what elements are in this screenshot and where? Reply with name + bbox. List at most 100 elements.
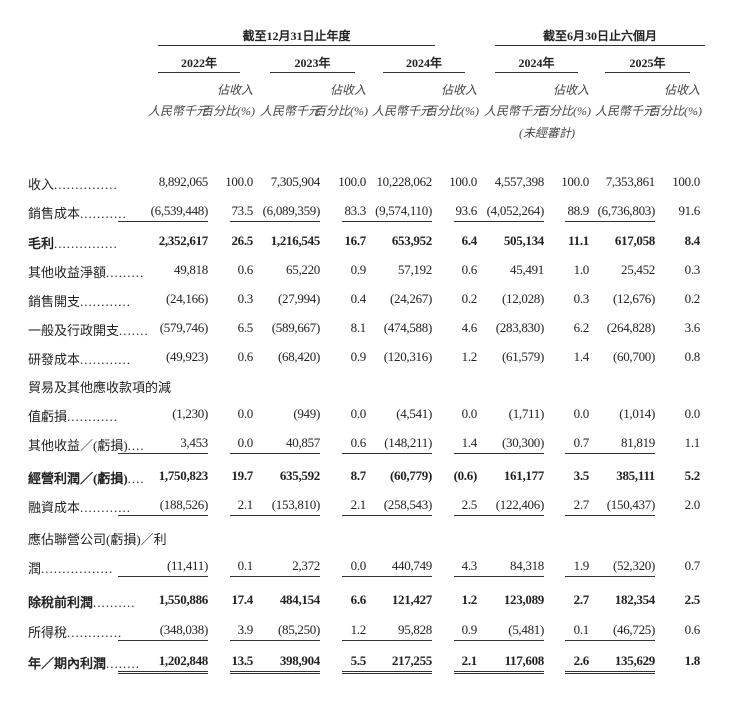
percentage-cell: 100.0 <box>449 174 477 189</box>
amount-cell: 1,202,848 <box>118 653 208 674</box>
table-row: 收入............... 8,892,065 100.0 7,305,904… <box>0 172 750 194</box>
amount-cell: (6,539,448) <box>118 203 208 222</box>
amount-cell: (258,543) <box>342 497 432 516</box>
percentage-cell: 6.2 <box>573 320 590 335</box>
amount-cell: 1,216,545 <box>270 233 321 248</box>
percentage-cell: 3.9 <box>237 622 254 637</box>
percentage-cell: 0.6 <box>350 435 367 450</box>
row-label: 年／期內利潤........ <box>28 653 140 672</box>
row-label-text: 除稅前利潤 <box>28 595 94 610</box>
percentage-cell: (0.6) <box>453 468 478 483</box>
table-row: 銷售開支............ (24,166) 0.3 (27,994) 0.4 (2… <box>0 289 750 311</box>
percentage-cell: 0.6 <box>237 349 254 364</box>
amount-cell: 385,111 <box>616 468 655 483</box>
amount-cell: (153,810) <box>230 497 320 516</box>
amount-cell: (474,588) <box>383 320 433 335</box>
percentage-cell: 0.6 <box>461 262 478 277</box>
percentage-cell: 93.6 <box>455 203 477 218</box>
amount-cell: 7,305,904 <box>270 174 321 189</box>
percentage-cell: 17.4 <box>231 592 253 607</box>
amount-cell: (30,300) <box>454 435 544 454</box>
percentage-cell: 2.1 <box>350 497 367 512</box>
percentage-cell: 2.1 <box>237 497 254 512</box>
percentage-cell: 1.9 <box>573 558 590 573</box>
amount-cell: (949) <box>293 406 320 421</box>
amount-cell: 182,354 <box>614 592 655 607</box>
amount-cell: (120,316) <box>383 349 433 364</box>
percentage-cell: 0.7 <box>684 558 701 573</box>
percentage-cell: 13.5 <box>231 653 253 668</box>
rmb-thousand-label: 人民幣千元 <box>594 104 655 118</box>
amount-cell: 95,828 <box>342 622 432 641</box>
amount-cell: (11,411) <box>118 558 208 577</box>
percentage-cell: 0.9 <box>350 349 367 364</box>
table-row: 其他收益淨額......... 49,818 0.6 65,220 0.9 57,192 0… <box>0 260 750 282</box>
row-label-line1: 貿易及其他應收款項的減 <box>28 380 172 395</box>
amount-cell: 2,352,617 <box>158 233 209 248</box>
leader-dots: ............ <box>67 409 119 424</box>
table-row: 銷售成本........... (6,539,448) 73.5 (6,089,359… <box>0 201 750 223</box>
amount-cell: 617,058 <box>614 233 655 248</box>
amount-cell: (46,725) <box>565 622 655 641</box>
interim-group-rule <box>495 45 705 46</box>
percentage-cell: 100.0 <box>672 174 700 189</box>
amount-cell: (1,711) <box>508 406 545 421</box>
amount-cell: 25,452 <box>621 262 655 277</box>
percentage-cell: 26.5 <box>231 233 253 248</box>
amount-cell: (148,211) <box>342 435 432 454</box>
amount-cell: 49,818 <box>174 262 208 277</box>
percentage-cell: 0.0 <box>573 406 590 421</box>
leader-dots: ............... <box>54 236 118 251</box>
amount-cell: (6,089,359) <box>230 203 320 222</box>
amount-cell: 217,255 <box>342 653 432 674</box>
percentage-label: 百分比(%) <box>314 104 368 118</box>
row-label-text: 值虧損 <box>28 409 68 424</box>
amount-cell: (61,579) <box>501 349 544 364</box>
amount-cell: (579,746) <box>159 320 209 335</box>
percentage-cell: 6.6 <box>350 592 367 607</box>
percentage-label: 百分比(%) <box>425 104 479 118</box>
percentage-cell: 11.1 <box>568 233 589 248</box>
period-rule <box>270 72 355 73</box>
percentage-cell: 4.3 <box>461 558 478 573</box>
row-label-text: 年／期內利潤 <box>28 656 107 671</box>
amount-cell: (264,828) <box>606 320 656 335</box>
period-rule <box>158 72 240 73</box>
leader-dots: ....... <box>119 323 149 338</box>
percentage-cell: 0.2 <box>461 291 478 306</box>
amount-cell: 2,372 <box>230 558 320 577</box>
table-row: 潤................. (11,411) 0.1 2,372 0.0 440… <box>0 556 750 578</box>
row-label-text: 融資成本 <box>28 500 81 515</box>
percentage-cell: 100.0 <box>225 174 253 189</box>
table-row: 融資成本............ (188,526) 2.1 (153,810) 2.1… <box>0 495 750 517</box>
amount-cell: (24,166) <box>165 291 208 306</box>
percentage-cell: 3.6 <box>684 320 701 335</box>
amount-cell: (27,994) <box>277 291 320 306</box>
percentage-cell: 8.7 <box>350 468 367 483</box>
amount-cell: (24,267) <box>389 291 432 306</box>
table-row: 其他收益／(虧損).... 3,453 0.0 40,857 0.6 (148,211) 1… <box>0 433 750 455</box>
table-row: 一般及行政開支....... (579,746) 6.5 (589,667) 8.1 (4… <box>0 318 750 340</box>
amount-cell: 161,177 <box>503 468 544 483</box>
percentage-cell: 0.1 <box>237 558 254 573</box>
period-rule <box>495 72 578 73</box>
percentage-cell: 4.6 <box>461 320 478 335</box>
percentage-cell: 19.7 <box>231 468 253 483</box>
row-label-text: 研發成本 <box>28 352 81 367</box>
percentage-cell: 2.5 <box>461 497 478 512</box>
percentage-cell: 1.2 <box>350 622 367 637</box>
amount-cell: (1,230) <box>172 406 208 421</box>
amount-cell: 1,550,886 <box>158 592 209 607</box>
percentage-cell: 73.5 <box>231 203 253 218</box>
amount-cell: 117,608 <box>454 653 544 674</box>
leader-dots: ........... <box>80 206 127 221</box>
amount-cell: (60,779) <box>389 468 432 483</box>
amount-cell: 40,857 <box>230 435 320 454</box>
percentage-label: 百分比(%) <box>537 104 591 118</box>
interim-group-header: 截至6月30日止六個月 <box>542 29 657 43</box>
amount-cell: 4,557,398 <box>494 174 545 189</box>
row-label-text: 毛利 <box>28 236 55 251</box>
percentage-cell: 1.8 <box>684 653 701 668</box>
table-row: 經營利潤／(虧損).... 1,750,823 19.7 635,592 8.7 (60,… <box>0 466 750 488</box>
row-label-text: 所得稅 <box>28 625 68 640</box>
